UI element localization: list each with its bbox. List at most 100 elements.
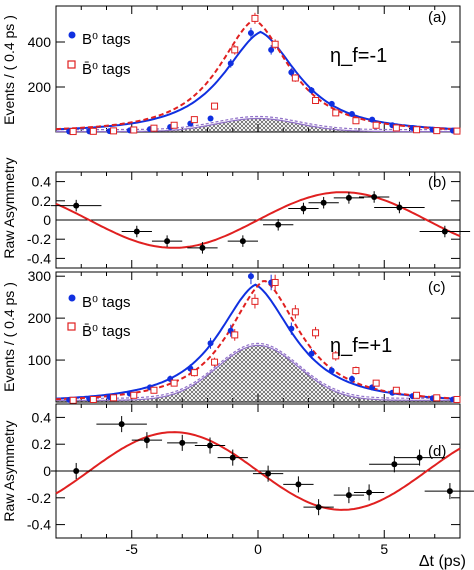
asymmetry-point-b [345, 194, 352, 201]
legend-b0bar-label-c: B̄⁰ tags [82, 323, 131, 340]
data-point-b0bar-a [150, 124, 158, 132]
asymmetry-point-d [143, 437, 150, 444]
data-point-b0bar-a [190, 116, 198, 124]
legend-marker-b0-c [68, 294, 76, 302]
data-point-b0bar-c [352, 367, 360, 375]
legend-marker-b0-a [68, 31, 76, 39]
data-point-b0bar-a [392, 124, 400, 132]
data-point-b0bar-a [372, 121, 380, 129]
asymmetry-point-d [366, 489, 373, 496]
data-point-b0bar-c [190, 369, 198, 377]
data-point-b0bar-c [130, 391, 138, 399]
background-curve-c [56, 344, 460, 401]
asymmetry-point-d [446, 488, 453, 495]
background-component-a [56, 118, 460, 132]
y-tick-label-c: 100 [28, 352, 52, 368]
data-point-b0bar-a [130, 126, 138, 134]
background-component-c [56, 345, 460, 402]
data-point-b0bar-c [453, 395, 461, 403]
y-tick-label-d: -0.4 [27, 517, 51, 533]
y-tick-label-c: 200 [28, 310, 52, 326]
data-point-b0bar-c [170, 379, 178, 387]
y-tick-label-c: 300 [28, 268, 52, 284]
panel-d: -5 0 5 -0.4 -0.2 0 0.2 0.4 [27, 403, 474, 557]
data-point-b0-a [369, 116, 376, 123]
asymmetry-point-d [345, 492, 352, 499]
data-point-b0-a [247, 30, 254, 36]
asymmetry-point-d [179, 439, 186, 446]
data-point-b0-a [288, 69, 295, 76]
data-point-b0-c [207, 340, 214, 347]
data-point-b0bar-c [69, 396, 77, 404]
data-point-b0bar-a [352, 117, 360, 125]
data-point-b0bar-a [211, 102, 219, 110]
asymmetry-point-d [295, 481, 302, 488]
asymmetry-point-b [320, 199, 327, 206]
legend-b0-label-c: B⁰ tags [82, 294, 131, 311]
asymmetry-point-b [73, 202, 80, 209]
data-point-b0bar-c [89, 395, 97, 403]
data-point-b0bar-a [433, 127, 441, 135]
asymmetry-point-b [239, 238, 246, 245]
y-tick-label-b: 0 [43, 212, 51, 228]
data-point-b0bar-c [291, 308, 299, 316]
data-point-b0bar-a [453, 127, 461, 135]
y-tick-label-d: -0.2 [27, 490, 51, 506]
data-point-b0-a [308, 87, 315, 94]
ylabel-d: Raw Asymmetry [1, 420, 17, 521]
y-tick-label-a: 200 [28, 79, 52, 95]
data-point-b0bar-c [332, 352, 340, 360]
ylabel-a: Events / ( 0.4 ps ) [1, 15, 17, 125]
ylabel-b: Raw Asymmetry [1, 157, 17, 258]
asymmetry-point-d [118, 421, 125, 428]
data-point-b0bar-c [150, 386, 158, 394]
asymmetry-point-b [164, 238, 171, 245]
background-curve-a [56, 117, 460, 133]
data-point-b0bar-c [312, 329, 320, 337]
data-point-b0bar-c [211, 358, 219, 366]
background-curve-alt-c [56, 342, 460, 399]
background-curve-alt-a [56, 115, 460, 131]
data-point-b0-c [348, 375, 355, 382]
data-point-b0-a [268, 46, 275, 53]
x-tick-label: 5 [380, 541, 388, 557]
legend-marker-b0bar-a [67, 60, 76, 69]
asymmetry-point-b [133, 228, 140, 235]
data-point-b0bar-c [251, 297, 259, 305]
y-tick-label-d: 0.2 [32, 436, 52, 452]
asymmetry-point-d [207, 442, 214, 449]
ylabel-c: Events / ( 0.4 ps ) [1, 282, 17, 392]
data-point-b0bar-a [89, 127, 97, 135]
x-tick-label: 0 [254, 541, 262, 557]
data-point-b0bar-a [271, 40, 279, 48]
asymmetry-fit-b [55, 191, 461, 249]
data-point-b0bar-c [110, 394, 118, 402]
asymmetry-point-d [416, 454, 423, 461]
data-point-b0bar-c [372, 379, 380, 387]
data-point-b0-c [247, 273, 254, 280]
data-point-b0bar-a [312, 97, 320, 104]
eta-annotation-c: η_f=+1 [330, 335, 392, 357]
eta-annotation-a: η_f=-1 [330, 45, 387, 67]
panel-label-a: (a) [428, 9, 446, 26]
data-point-b0-c [328, 367, 335, 374]
x-tick-label: -5 [126, 541, 139, 557]
panel-label-c: (c) [428, 279, 446, 296]
asymmetry-fit-d [55, 431, 461, 511]
legend-b0-label-a: B⁰ tags [82, 31, 131, 48]
asymmetry-point-d [391, 461, 398, 468]
data-point-b0bar-c [231, 331, 239, 339]
panel-label-d: (d) [428, 443, 446, 460]
asymmetry-point-d [265, 470, 272, 477]
data-point-b0bar-a [251, 14, 259, 22]
asymmetry-point-d [73, 468, 80, 474]
legend-b0bar-label-a: B̄⁰ tags [82, 61, 131, 78]
data-point-b0bar-a [291, 74, 299, 82]
asymmetry-point-b [275, 221, 282, 228]
data-point-b0bar-a [231, 46, 239, 54]
panel-a: 200 400 [28, 5, 461, 136]
data-point-b0-a [328, 100, 335, 107]
asymmetry-point-b [199, 244, 206, 251]
data-point-b0bar-a [332, 109, 340, 117]
